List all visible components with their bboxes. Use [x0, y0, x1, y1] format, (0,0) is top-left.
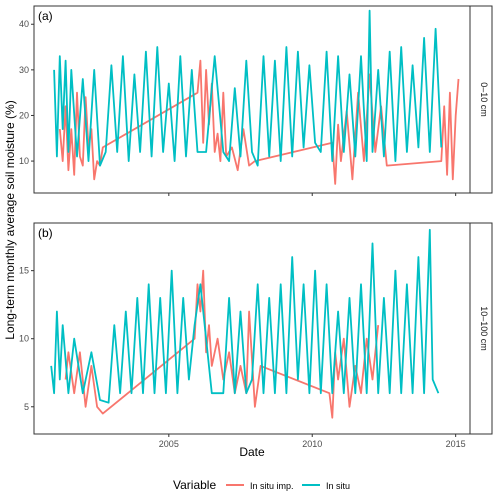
panel-b: (b) 10–100 cm 5 10 15 2005 2010 2015 — [19, 222, 493, 449]
legend-label-insitu: In situ — [326, 481, 350, 491]
y-tick-label: 40 — [19, 19, 29, 29]
panel-a-frame — [33, 5, 471, 194]
panel-b-strip-label: 10–100 cm — [479, 306, 489, 351]
series-line-imputed — [58, 59, 460, 185]
y-axis-title: Long-term monthly average soil moisture … — [3, 100, 17, 339]
panel-a-strip-label: 0–10 cm — [479, 82, 489, 117]
panel-a-strip — [469, 5, 493, 194]
y-tick-label: 15 — [19, 266, 29, 276]
x-tick-label: 2005 — [159, 439, 179, 449]
x-axis-title: Date — [239, 445, 265, 459]
y-tick-label: 30 — [19, 65, 29, 75]
series-line-insitu — [53, 9, 443, 167]
panel-b-axis: 5 10 15 2005 2010 2015 — [19, 266, 466, 449]
legend: Variable In situ imp. In situ — [173, 478, 350, 492]
x-tick-label: 2010 — [302, 439, 322, 449]
legend-title: Variable — [173, 478, 216, 492]
panel-a: (a) 0–10 cm 10 20 30 40 — [19, 5, 493, 196]
legend-label-imputed: In situ imp. — [250, 481, 294, 491]
panel-a-axis: 10 20 30 40 — [19, 19, 457, 196]
panel-a-label: (a) — [38, 9, 53, 23]
panel-b-series — [50, 228, 440, 419]
y-tick-label: 10 — [19, 156, 29, 166]
panel-b-strip — [469, 222, 493, 435]
series-line-insitu — [50, 228, 440, 404]
y-tick-label: 5 — [24, 402, 29, 412]
panel-b-label: (b) — [38, 226, 53, 240]
panel-a-series — [53, 9, 460, 185]
y-tick-label: 10 — [19, 334, 29, 344]
x-tick-label: 2015 — [446, 439, 466, 449]
y-tick-label: 20 — [19, 110, 29, 120]
